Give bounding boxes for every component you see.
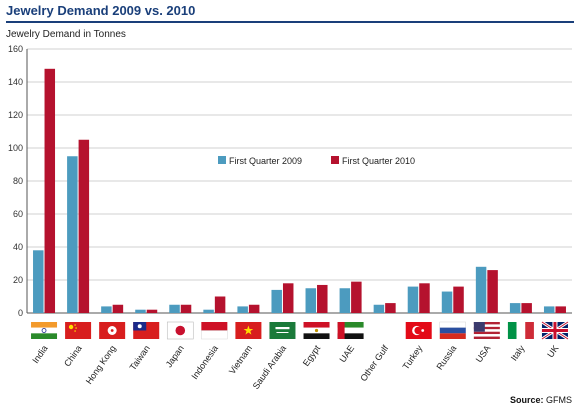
x-tick-label: UK — [545, 343, 560, 359]
bar-q1-2010 — [282, 283, 294, 313]
x-tick-label: USA — [474, 343, 493, 364]
turkey-flag-icon — [405, 322, 432, 339]
x-tick-label: Indonesia — [189, 343, 220, 381]
bar-q1-2009 — [407, 286, 419, 313]
bar-q1-2009 — [441, 291, 453, 313]
bar-q1-2010 — [214, 296, 226, 313]
bar-q1-2009 — [169, 304, 180, 313]
egypt-flag-icon — [303, 322, 330, 339]
bar-q1-2010 — [44, 68, 56, 313]
saudi-arabia-flag-icon — [269, 322, 296, 339]
japan-flag-icon — [166, 321, 194, 340]
bar-q1-2010 — [180, 304, 192, 313]
vietnam-flag-icon — [235, 322, 262, 339]
bar-q1-2009 — [271, 289, 282, 313]
uk-flag-icon — [541, 320, 569, 341]
usa-flag-icon — [473, 322, 500, 339]
flags — [31, 320, 569, 341]
y-tick-label: 100 — [8, 143, 23, 153]
bar-q1-2010 — [385, 303, 396, 313]
italy-flag-icon — [507, 322, 534, 339]
x-tick-label: Turkey — [401, 343, 425, 371]
x-tick-label: Egypt — [301, 343, 323, 368]
x-tick-label: Hong Kong — [84, 343, 118, 386]
bar-q1-2009 — [339, 288, 351, 313]
source-value: GFMS — [546, 395, 572, 405]
bar-q1-2009 — [305, 288, 317, 313]
bar-q1-2009 — [509, 303, 521, 313]
legend-swatch — [218, 156, 226, 164]
y-tick-label: 120 — [8, 110, 23, 120]
bar-q1-2010 — [78, 139, 90, 313]
source-label: Source: — [509, 395, 544, 405]
bars — [33, 68, 566, 313]
legend-label: First Quarter 2009 — [229, 156, 302, 166]
legend: First Quarter 2009 First Quarter 2010 — [218, 156, 415, 166]
legend-swatch — [331, 156, 339, 164]
bar-q1-2009 — [475, 266, 487, 313]
bar-q1-2009 — [33, 250, 44, 313]
bar-q1-2009 — [373, 304, 385, 313]
bar-q1-2009 — [135, 309, 146, 313]
bar-q1-2010 — [317, 284, 328, 313]
bar-q1-2010 — [146, 309, 158, 313]
legend-label: First Quarter 2010 — [342, 156, 415, 166]
uae-flag-icon — [337, 322, 364, 339]
source-note: Source: GFMS — [510, 395, 572, 405]
x-tick-label: Saudi Arabia — [251, 343, 288, 391]
bar-q1-2009 — [101, 306, 112, 313]
bar-q1-2009 — [237, 306, 248, 313]
bar-q1-2009 — [67, 156, 78, 313]
title-rule — [6, 21, 574, 23]
bar-q1-2009 — [203, 309, 214, 313]
bar-q1-2010 — [453, 286, 464, 313]
x-tick-label: Italy — [509, 343, 527, 363]
bar-q1-2010 — [351, 281, 362, 313]
chart-title: Jewelry Demand 2009 vs. 2010 — [6, 3, 196, 18]
india-flag-icon — [31, 322, 58, 339]
x-tick-label: China — [62, 343, 84, 368]
y-tick-label: 60 — [13, 209, 23, 219]
bar-q1-2010 — [555, 306, 566, 313]
bar-q1-2010 — [521, 303, 532, 313]
x-tick-label: UAE — [337, 343, 356, 364]
y-tick-label: 140 — [8, 77, 23, 87]
hong-kong-flag-icon — [99, 322, 126, 339]
bar-q1-2010 — [419, 283, 430, 313]
x-tick-label: Taiwan — [128, 343, 152, 372]
y-tick-label: 160 — [8, 44, 23, 54]
bar-q1-2010 — [112, 304, 124, 313]
x-tick-label: Russia — [434, 343, 458, 371]
x-tick-label: India — [30, 343, 49, 365]
bar-q1-2010 — [248, 304, 260, 313]
x-tick-label: Vietnam — [227, 343, 254, 376]
taiwan-flag-icon — [133, 322, 160, 339]
bar-q1-2009 — [543, 306, 555, 313]
y-tick-label: 40 — [13, 242, 23, 252]
x-axis-labels: India China Hong Kong Taiwan Japan Indonesia V… — [30, 343, 560, 391]
china-flag-icon — [65, 322, 92, 339]
y-tick-label: 20 — [13, 275, 23, 285]
bar-q1-2010 — [487, 270, 498, 313]
indonesia-flag-icon — [201, 322, 228, 340]
y-axis-ticks: 0 20 40 60 80 100 120 140 160 — [8, 44, 23, 318]
y-tick-label: 80 — [13, 176, 23, 186]
russia-flag-icon — [439, 321, 466, 339]
y-axis-label: Jewelry Demand in Tonnes — [6, 29, 126, 40]
x-tick-label: Japan — [164, 343, 186, 369]
x-tick-label: Other Gulf — [358, 343, 390, 383]
y-tick-label: 0 — [18, 308, 23, 318]
